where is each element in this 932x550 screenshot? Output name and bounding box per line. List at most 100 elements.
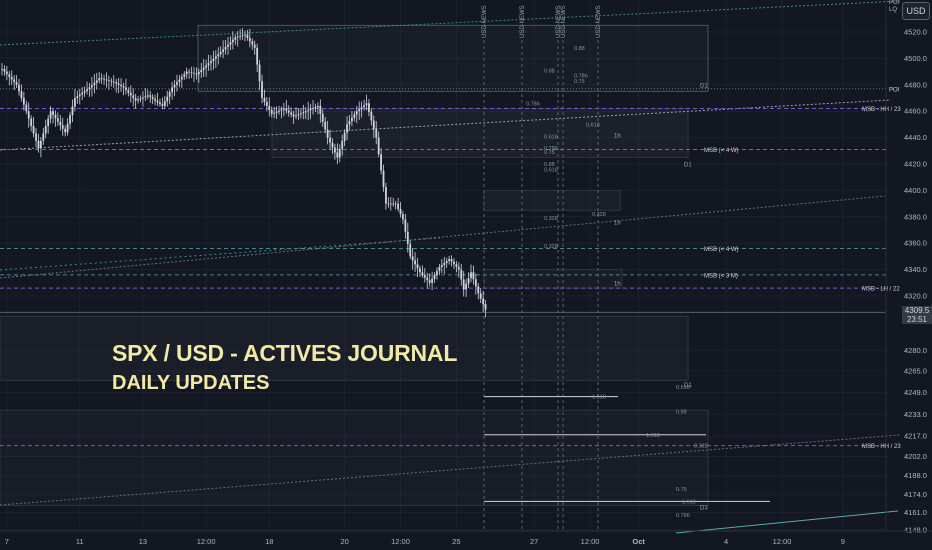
- price-axis-tick: 4360.0: [904, 239, 927, 248]
- candle-body: [360, 107, 363, 110]
- candle-body: [455, 264, 458, 267]
- time-axis-tick: 9: [841, 537, 845, 546]
- fib-label: 1.618: [682, 499, 696, 505]
- candle-body: [462, 279, 465, 290]
- fib-label: 0.618: [544, 134, 558, 140]
- candle-body: [482, 298, 485, 305]
- candle-body: [166, 96, 169, 102]
- candle-body: [263, 98, 266, 102]
- candle-body: [163, 101, 166, 106]
- candle-body: [95, 80, 98, 83]
- time-axis-tick: 13: [139, 537, 147, 546]
- candle-body: [176, 82, 178, 85]
- time-axis-tick: 12:00: [197, 537, 216, 546]
- price-axis-tick: 4320.0: [904, 292, 927, 301]
- candle-body: [368, 103, 370, 112]
- candle-body: [365, 103, 368, 106]
- candle-body: [253, 44, 256, 48]
- candle-body: [246, 34, 249, 38]
- candle-body: [25, 104, 28, 112]
- candle-body: [273, 112, 276, 114]
- price-axis-tick: 4249.0: [904, 388, 927, 397]
- candle-body: [110, 80, 113, 82]
- price-axis-tick: 4340.0: [904, 265, 927, 274]
- time-axis-tick: 18: [265, 537, 273, 546]
- fib-label: 0.88: [544, 162, 555, 168]
- candle-body: [421, 272, 424, 275]
- candle-body: [93, 82, 96, 86]
- zone-label: 1h: [614, 134, 621, 140]
- candle-body: [394, 203, 397, 205]
- price-zone: [0, 315, 689, 381]
- fib-label: 0.618: [586, 122, 600, 128]
- news-marker-label: USD-NEWS: [482, 5, 488, 38]
- axis-corner-label: POI: [889, 0, 900, 6]
- candle-body: [331, 142, 334, 148]
- candle-body: [71, 106, 74, 116]
- candle-body: [474, 279, 477, 287]
- candle-body: [193, 72, 195, 74]
- candle-body: [334, 147, 336, 153]
- candle-body: [154, 98, 156, 101]
- candle-body: [197, 72, 200, 75]
- candle-body: [66, 123, 69, 133]
- candle-body: [98, 78, 101, 81]
- candle-body: [438, 266, 441, 271]
- candle-body: [100, 78, 103, 79]
- candle-body: [32, 125, 35, 134]
- price-axis-tick: 4202.0: [904, 452, 927, 461]
- candle-body: [74, 98, 76, 107]
- time-axis-tick: 11: [76, 537, 84, 546]
- candle-body: [372, 120, 375, 130]
- zone-label: D1: [684, 163, 692, 169]
- candle-body: [402, 214, 404, 220]
- candle-body: [382, 170, 385, 188]
- price-zone: [483, 269, 623, 289]
- zone-label: 1h: [614, 221, 621, 227]
- candle-body: [348, 121, 351, 125]
- candle-body: [450, 259, 453, 262]
- candle-body: [404, 219, 407, 232]
- candle-body: [212, 58, 215, 62]
- candle-body: [27, 111, 30, 119]
- trend-line: [0, 434, 901, 506]
- candle-body: [479, 293, 482, 299]
- candle-body: [317, 105, 319, 107]
- news-marker-label: USD-NEWS: [556, 5, 562, 38]
- candle-body: [319, 105, 322, 114]
- currency-button[interactable]: USD: [902, 2, 930, 20]
- candle-body: [285, 108, 288, 111]
- candle-body: [282, 108, 285, 110]
- candle-body: [222, 49, 225, 52]
- candle-body: [307, 110, 310, 112]
- candle-body: [122, 86, 125, 88]
- price-zone: [0, 409, 709, 507]
- price-axis-tick: 4161.0: [904, 508, 927, 517]
- candle-body: [1, 68, 3, 70]
- candle-body: [436, 270, 438, 275]
- candle-body: [115, 82, 118, 84]
- candle-body: [44, 125, 47, 134]
- level-label: MSB - LH / 22: [862, 287, 900, 293]
- fib-label: 0.786: [544, 146, 558, 152]
- candle-body: [287, 110, 290, 113]
- candle-body: [346, 124, 348, 133]
- candle-body: [302, 112, 305, 114]
- candle-body: [321, 113, 324, 122]
- candle-body: [256, 47, 259, 65]
- candle-body: [59, 121, 62, 126]
- candle-body: [375, 129, 378, 138]
- fib-label: 0.75: [574, 79, 585, 85]
- candle-body: [13, 79, 16, 83]
- candle-body: [83, 90, 86, 93]
- fib-label: 0.786: [526, 101, 540, 107]
- candle-body: [86, 89, 88, 91]
- candle-body: [445, 261, 448, 263]
- candle-body: [261, 81, 263, 98]
- candle-body: [270, 109, 273, 114]
- candle-body: [76, 96, 79, 98]
- candle-body: [426, 277, 429, 281]
- candle-body: [428, 280, 431, 283]
